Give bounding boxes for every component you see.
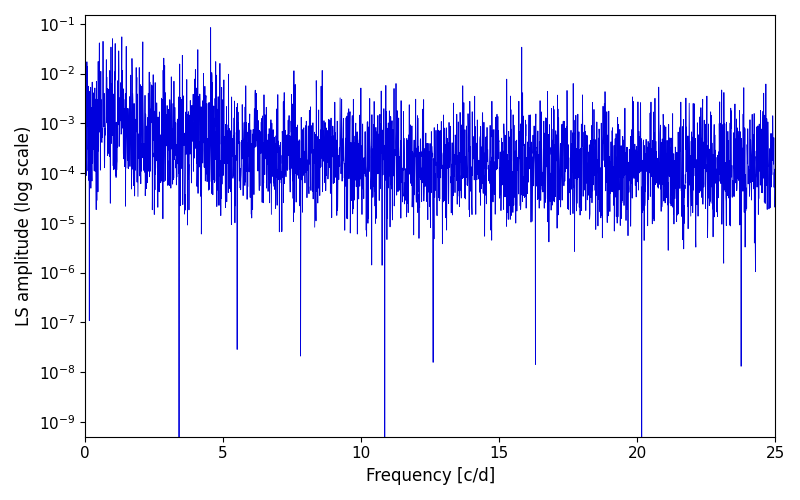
X-axis label: Frequency [c/d]: Frequency [c/d] <box>366 467 494 485</box>
Y-axis label: LS amplitude (log scale): LS amplitude (log scale) <box>15 126 33 326</box>
